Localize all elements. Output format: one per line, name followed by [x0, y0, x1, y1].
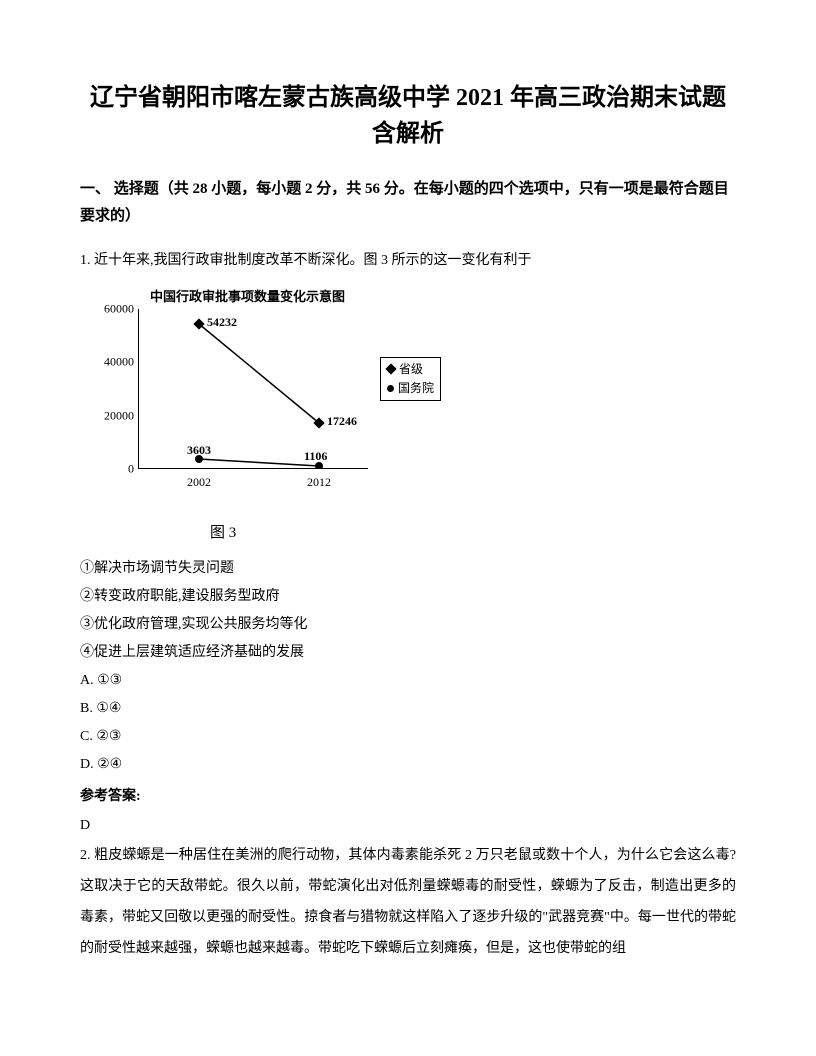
legend-box: 省级 国务院 [380, 357, 441, 401]
figure-label: 图 3 [210, 521, 736, 545]
legend-label-1: 省级 [399, 360, 423, 379]
option-c: C. ②③ [80, 723, 736, 751]
y-tick-20000: 20000 [104, 406, 134, 425]
answer-label: 参考答案: [80, 783, 736, 811]
option-statement-4: ④促进上层建筑适应经济基础的发展 [80, 639, 736, 667]
label-3603: 3603 [187, 441, 211, 460]
chart-container: 中国行政审批事项数量变化示意图 60000 40000 20000 0 2002… [80, 287, 500, 517]
legend-provincial: 省级 [387, 360, 434, 379]
option-statement-1: ①解决市场调节失灵问题 [80, 555, 736, 583]
option-d: D. ②④ [80, 751, 736, 779]
circle-icon [387, 385, 394, 392]
label-54232: 54232 [207, 313, 237, 332]
page-title: 辽宁省朝阳市喀左蒙古族高级中学 2021 年高三政治期末试题含解析 [80, 80, 736, 152]
label-1106: 1106 [304, 447, 327, 466]
x-tick-2002: 2002 [187, 473, 211, 492]
diamond-icon [385, 364, 396, 375]
x-tick-2012: 2012 [307, 473, 331, 492]
chart-title: 中国行政审批事项数量变化示意图 [150, 287, 345, 308]
y-tick-40000: 40000 [104, 352, 134, 371]
chart-area: 60000 40000 20000 0 2002 2012 54232 1724… [138, 309, 368, 469]
chart-svg [139, 309, 369, 469]
question-1-text: 1. 近十年来,我国行政审批制度改革不断深化。图 3 所示的这一变化有利于 [80, 248, 736, 275]
section-header: 一、 选择题（共 28 小题，每小题 2 分，共 56 分。在每小题的四个选项中… [80, 176, 736, 230]
y-tick-0: 0 [128, 459, 134, 478]
question-2-text: 2. 粗皮蝾螈是一种居住在美洲的爬行动物，其体内毒素能杀死 2 万只老鼠或数十个… [80, 841, 736, 964]
legend-state-council: 国务院 [387, 379, 434, 398]
y-tick-60000: 60000 [104, 299, 134, 318]
option-statement-3: ③优化政府管理,实现公共服务均等化 [80, 611, 736, 639]
answer-value: D [80, 811, 736, 842]
label-17246: 17246 [327, 412, 357, 431]
option-a: A. ①③ [80, 667, 736, 695]
legend-label-2: 国务院 [398, 379, 434, 398]
option-statement-2: ②转变政府职能,建设服务型政府 [80, 583, 736, 611]
option-b: B. ①④ [80, 695, 736, 723]
